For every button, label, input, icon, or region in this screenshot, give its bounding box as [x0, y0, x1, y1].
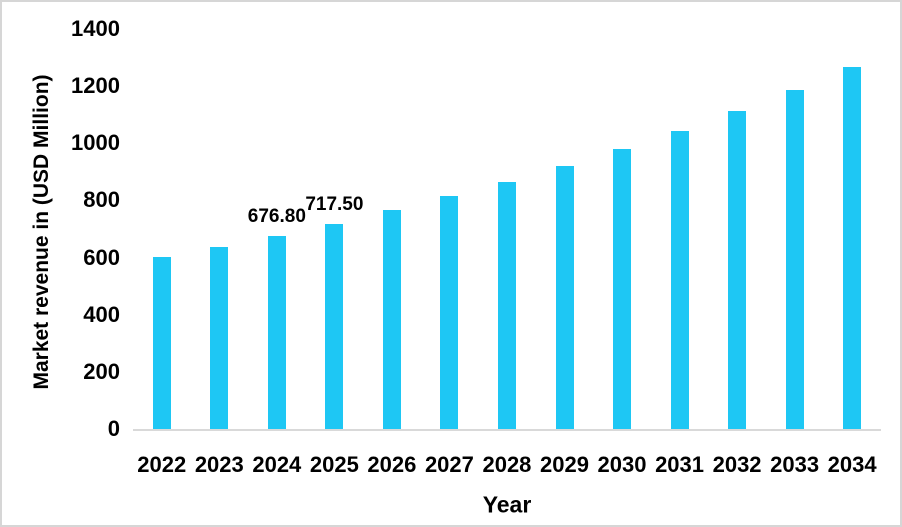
y-tick-label: 200: [83, 358, 120, 384]
bar-2034: [843, 67, 862, 429]
y-tick-label: 600: [83, 244, 120, 270]
bar-data-label-2025: 717.50: [305, 194, 364, 215]
bar-2032: [728, 110, 747, 429]
plot-area: 676.80 717.50: [133, 29, 881, 431]
x-tick-label: 2031: [655, 452, 705, 477]
bar-2033: [785, 90, 804, 429]
x-tick-label: 2025: [309, 452, 359, 477]
x-tick-label: 2030: [597, 452, 647, 477]
bar-2022: [152, 257, 171, 429]
x-tick-label: 2022: [137, 452, 187, 477]
bar-data-label-2024: 676.80: [247, 205, 306, 227]
bar-2026: [382, 210, 401, 429]
y-tick-label: 1000: [71, 130, 120, 156]
bar-2025: [325, 224, 344, 429]
bar-2023: [210, 246, 229, 429]
y-axis-ticks: 0 200 400 600 800 1000 1200 1400: [2, 2, 120, 525]
bar-2024: [267, 235, 286, 429]
x-tick-label: 2026: [367, 452, 417, 477]
y-tick-label: 0: [107, 416, 120, 441]
y-tick-label: 800: [83, 187, 120, 213]
x-tick-label: 2034: [827, 452, 877, 477]
y-tick-label: 1400: [71, 16, 120, 41]
bar-2027: [440, 195, 459, 429]
bar-2029: [555, 165, 574, 429]
x-axis-ticks: 2022 2023 2024 2025 2026 2027 2028 2029 2030 2031…: [133, 451, 881, 478]
bar-2030: [613, 148, 632, 429]
bar-2028: [498, 181, 516, 429]
bar-2031: [670, 130, 689, 429]
x-tick-label: 2024: [252, 452, 302, 477]
x-tick-label: 2027: [424, 452, 474, 477]
x-tick-label: 2023: [194, 452, 244, 477]
x-axis-title: Year: [482, 491, 532, 518]
x-tick-label: 2033: [770, 452, 820, 477]
x-tick-label: 2032: [712, 452, 762, 477]
y-tick-label: 400: [83, 301, 120, 327]
x-tick-label: 2029: [540, 452, 589, 477]
x-tick-label: 2028: [482, 452, 532, 477]
y-tick-label: 1200: [71, 73, 120, 99]
